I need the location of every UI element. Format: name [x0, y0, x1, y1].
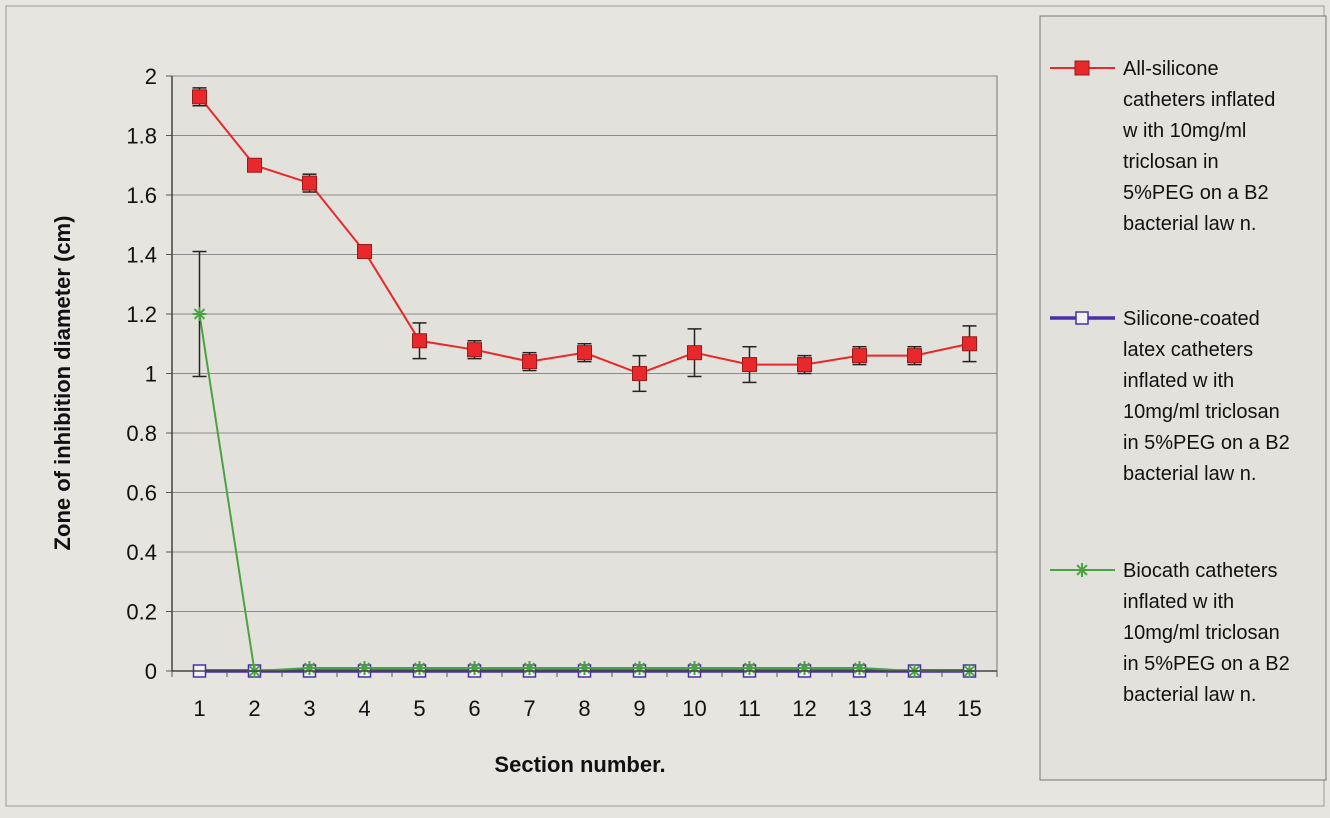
- data-point: [632, 366, 647, 381]
- legend-label: inflated w ith: [1123, 591, 1234, 613]
- y-tick-label: 1.2: [126, 302, 157, 327]
- x-tick-label: 9: [633, 696, 645, 721]
- legend-label: bacterial law n.: [1123, 213, 1256, 235]
- y-tick-label: 1: [145, 362, 157, 387]
- data-point: [412, 333, 427, 349]
- y-tick-label: 2: [145, 64, 157, 89]
- y-tick-label: 0.2: [126, 600, 157, 625]
- x-tick-label: 1: [193, 696, 205, 721]
- x-tick-label: 12: [792, 696, 816, 721]
- legend-label: 10mg/ml triclosan: [1123, 401, 1280, 423]
- y-axis-title: Zone of inhibition diameter (cm): [50, 216, 75, 551]
- legend-box: [1039, 15, 1327, 781]
- data-point: [797, 661, 812, 676]
- x-tick-label: 14: [902, 696, 926, 721]
- legend-marker: [1074, 60, 1090, 76]
- x-tick-label: 13: [847, 696, 871, 721]
- x-tick-label: 11: [738, 696, 761, 721]
- legend-marker: [1075, 563, 1089, 577]
- data-point: [192, 307, 207, 321]
- data-point: [467, 342, 482, 358]
- legend-marker: [1075, 311, 1089, 325]
- data-point: [742, 661, 757, 676]
- data-point: [852, 348, 867, 364]
- data-point: [522, 354, 537, 370]
- legend-label: triclosan in: [1123, 151, 1219, 173]
- data-point: [687, 661, 702, 676]
- x-tick-label: 6: [468, 696, 480, 721]
- x-axis-title: Section number.: [494, 752, 665, 777]
- data-point: [357, 244, 372, 260]
- x-tick-label: 5: [413, 696, 425, 721]
- legend: All-silicone catheters inflated w ith 10mg…: [1050, 58, 1290, 706]
- legend-entry-1: All-silicone catheters inflated w ith 10mg…: [1050, 58, 1275, 235]
- data-point: [412, 661, 427, 676]
- legend-entry-3: Biocath catheters inflated w ith 10mg/ml t…: [1050, 560, 1290, 706]
- legend-label: catheters inflated: [1123, 89, 1275, 111]
- y-tick-label: 0: [145, 659, 157, 684]
- legend-label: 10mg/ml triclosan: [1123, 622, 1280, 644]
- y-tick-label: 0.8: [126, 421, 157, 446]
- legend-label: bacterial law n.: [1123, 463, 1256, 485]
- legend-label: latex catheters: [1123, 339, 1253, 361]
- legend-entry-2: Silicone-coated latex catheters inflated w…: [1050, 308, 1290, 485]
- legend-label: bacterial law n.: [1123, 684, 1256, 706]
- axes-layer: 00.20.40.60.811.21.41.61.821 2 3 4 5 6 7 8 9 10 11…: [126, 64, 998, 721]
- data-point: [577, 345, 592, 361]
- data-point: [357, 661, 372, 676]
- data-point: [687, 345, 702, 361]
- data-point: [302, 661, 317, 676]
- y-tick-label: 0.6: [126, 481, 157, 506]
- legend-label: All-silicone: [1123, 58, 1219, 80]
- x-tick-label: 10: [682, 696, 706, 721]
- legend-label: in 5%PEG on a B2: [1123, 653, 1290, 675]
- x-tick-label: 8: [578, 696, 590, 721]
- data-point: [467, 661, 482, 676]
- legend-label: w ith 10mg/ml: [1122, 120, 1246, 142]
- data-point: [192, 89, 207, 105]
- data-point: [962, 336, 977, 352]
- y-tick-label: 1.4: [126, 243, 157, 268]
- data-point: [302, 175, 317, 191]
- legend-label: Biocath catheters: [1123, 560, 1278, 582]
- legend-label: 5%PEG on a B2: [1123, 182, 1269, 204]
- data-point: [577, 661, 592, 676]
- x-tick-label: 15: [957, 696, 981, 721]
- x-tick-label: 2: [248, 696, 260, 721]
- data-point: [742, 357, 757, 373]
- data-point: [522, 661, 537, 676]
- data-point: [247, 157, 262, 173]
- data-point: [632, 661, 647, 676]
- data-point: [852, 661, 867, 676]
- data-point: [907, 348, 922, 364]
- y-tick-label: 1.6: [126, 183, 157, 208]
- y-tick-label: 0.4: [126, 540, 157, 565]
- data-point: [797, 357, 812, 373]
- x-tick-label: 4: [358, 696, 370, 721]
- series-1: [192, 87, 977, 393]
- legend-label: inflated w ith: [1123, 370, 1234, 392]
- x-tick-label: 7: [523, 696, 535, 721]
- legend-label: Silicone-coated: [1123, 308, 1260, 330]
- y-tick-label: 1.8: [126, 124, 157, 149]
- x-tick-label: 3: [303, 696, 315, 721]
- grid-layer: [172, 75, 997, 612]
- legend-label: in 5%PEG on a B2: [1123, 432, 1290, 454]
